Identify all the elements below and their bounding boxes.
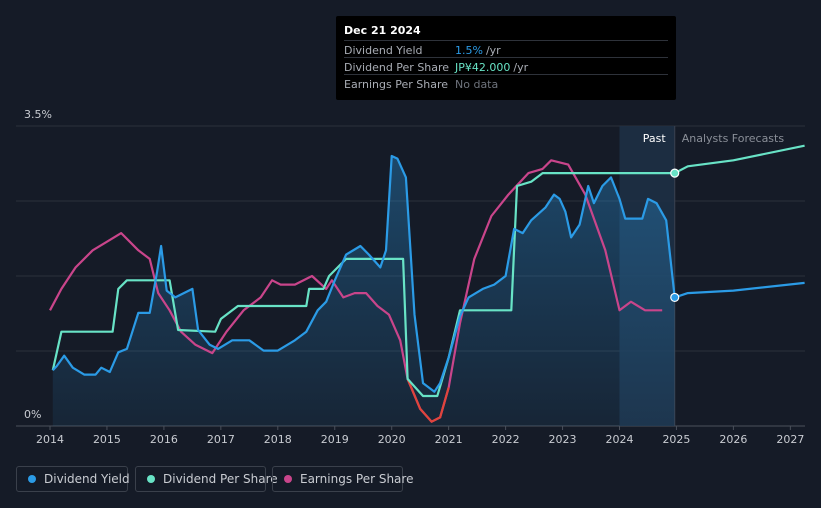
- legend-dot-icon: [28, 475, 36, 483]
- tooltip-label: Earnings Per Share: [344, 78, 449, 91]
- x-tick-label: 2023: [549, 433, 577, 446]
- x-tick-label: 2024: [606, 433, 634, 446]
- tooltip-value: 1.5%/yr: [455, 44, 501, 57]
- legend-label: Dividend Yield: [44, 472, 130, 486]
- y-tick-label: 0%: [24, 408, 41, 421]
- legend-label: Dividend Per Share: [163, 472, 278, 486]
- x-tick-label: 2022: [492, 433, 520, 446]
- dividend-per-share-line: [51, 144, 805, 398]
- x-tick-label: 2016: [150, 433, 178, 446]
- dividend-yield-line: [51, 154, 805, 393]
- tooltip-value: No data: [455, 78, 499, 91]
- x-tick-label: 2027: [776, 433, 804, 446]
- x-tick-label: 2014: [36, 433, 64, 446]
- x-tick-label: 2017: [207, 433, 235, 446]
- dividend-yield-marker: [670, 292, 680, 303]
- dividend-yield-area: [52, 156, 675, 426]
- yield-area: [52, 156, 675, 426]
- x-tick-label: 2018: [264, 433, 292, 446]
- tooltip-label: Dividend Per Share: [344, 61, 450, 74]
- x-tick-label: 2026: [719, 433, 747, 446]
- tooltip-row-dividend-yield: Dividend Yield 1.5%/yr: [344, 40, 668, 58]
- forecast-label: Analysts Forecasts: [682, 132, 785, 145]
- legend-earnings-per-share[interactable]: Earnings Per Share: [272, 466, 413, 492]
- legend-dot-icon: [284, 475, 292, 483]
- tooltip-value: JP¥42.000/yr: [455, 61, 529, 74]
- earnings-per-share-low-segment: [406, 378, 450, 423]
- dividend-per-share-marker: [670, 168, 680, 178]
- series-lines: [49, 144, 805, 423]
- x-tick-label: 2021: [435, 433, 463, 446]
- legend-label: Earnings Per Share: [300, 472, 414, 486]
- x-tick-label: 2020: [378, 433, 406, 446]
- x-tick-label: 2025: [662, 433, 690, 446]
- past-label: Past: [643, 132, 667, 145]
- x-tick-label: 2019: [321, 433, 349, 446]
- x-tick-label: 2015: [93, 433, 121, 446]
- tooltip-row-earnings-per-share: Earnings Per Share No data: [344, 74, 668, 92]
- y-tick-label: 3.5%: [24, 108, 52, 121]
- tooltip-label: Dividend Yield: [344, 44, 423, 57]
- tooltip-date: Dec 21 2024: [344, 24, 421, 37]
- tooltip-markers: [670, 168, 680, 303]
- legend-dot-icon: [147, 475, 155, 483]
- axis-labels: 2014 2015 2016 2017 2018 2019 2020 2021 2022 2023…: [24, 108, 804, 446]
- legend-dividend-yield[interactable]: Dividend Yield: [16, 466, 130, 492]
- legend-dividend-per-share[interactable]: Dividend Per Share: [135, 466, 278, 492]
- chart-tooltip: Dec 21 2024 Dividend Yield 1.5%/yr Divid…: [336, 16, 676, 100]
- tooltip-row-dividend-per-share: Dividend Per Share JP¥42.000/yr: [344, 57, 668, 75]
